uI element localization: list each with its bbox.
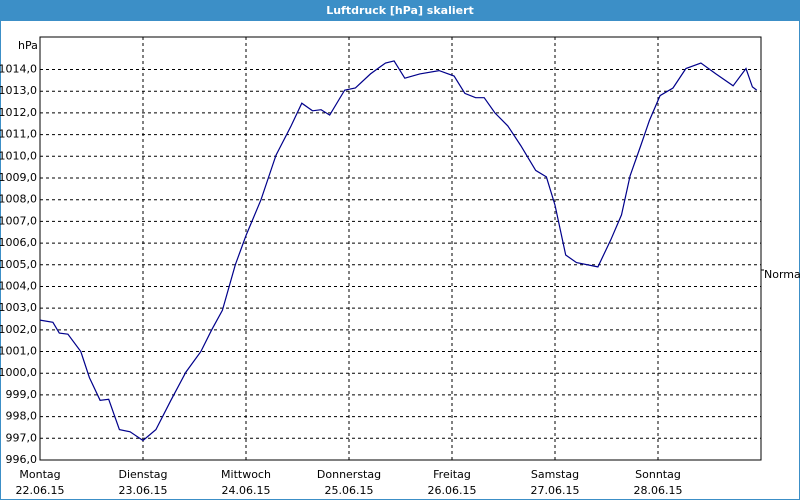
y-tick-label: 998,0 [6, 410, 38, 423]
y-tick-label: 1014,0 [0, 63, 37, 76]
legend-label: Normal [764, 268, 800, 281]
y-tick-label: 1008,0 [0, 193, 37, 206]
x-tick-date: 24.06.15 [222, 484, 271, 497]
y-tick-label: 997,0 [6, 431, 38, 444]
line-series [39, 60, 758, 442]
x-tick-date: 22.06.15 [16, 484, 65, 497]
y-tick-label: 1011,0 [0, 128, 37, 141]
x-tick-date: 23.06.15 [119, 484, 168, 497]
y-tick-label: 1004,0 [0, 279, 37, 292]
x-tick-date: 28.06.15 [634, 484, 683, 497]
y-tick-label: 1010,0 [0, 149, 37, 162]
plot-area [40, 37, 761, 460]
x-tick-label: Mittwoch [221, 468, 271, 481]
plot-border [39, 36, 762, 461]
y-tick-label: 1002,0 [0, 323, 37, 336]
x-tick-label: Donnerstag [317, 468, 381, 481]
y-tick-label: 1007,0 [0, 214, 37, 227]
y-tick-label: 1012,0 [0, 106, 37, 119]
title-bar [0, 0, 800, 21]
x-tick-date: 25.06.15 [325, 484, 374, 497]
y-tick-label: 1000,0 [0, 366, 37, 379]
y-tick-label: 1003,0 [0, 301, 37, 314]
x-tick-label: Sonntag [635, 468, 681, 481]
y-tick-label: 1001,0 [0, 345, 37, 358]
x-tick-date: 26.06.15 [428, 484, 477, 497]
y-tick-label: 1013,0 [0, 84, 37, 97]
y-tick-label: 996,0 [6, 453, 38, 466]
x-tick-label: Dienstag [118, 468, 167, 481]
chart-title: Luftdruck [hPa] skaliert [326, 4, 474, 17]
x-tick-label: Samstag [531, 468, 579, 481]
x-tick-label: Freitag [433, 468, 471, 481]
y-tick-label: 999,0 [6, 388, 38, 401]
x-tick-label: Montag [19, 468, 60, 481]
y-tick-label: 1006,0 [0, 236, 37, 249]
y-tick-label: 1009,0 [0, 171, 37, 184]
x-tick-date: 27.06.15 [531, 484, 580, 497]
y-tick-label: 1005,0 [0, 258, 37, 271]
y-unit: hPa [18, 39, 38, 52]
